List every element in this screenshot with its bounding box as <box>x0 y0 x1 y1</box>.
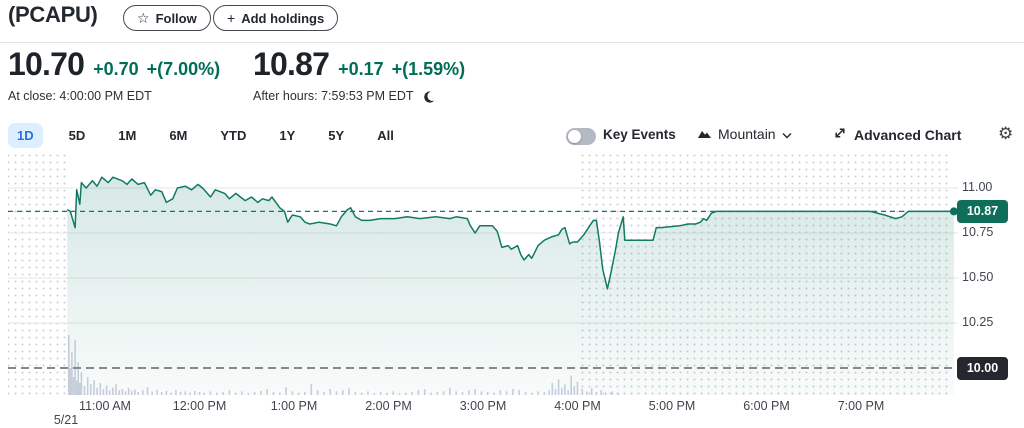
y-axis-tick: 10.50 <box>962 270 994 284</box>
range-tab-1d[interactable]: 1D <box>8 123 43 148</box>
range-tab-5d[interactable]: 5D <box>68 128 86 143</box>
x-axis-tick: 11:00 AM <box>79 399 131 413</box>
after-hours-change-pct: +(1.59%) <box>391 59 466 79</box>
x-axis-tick: 5:00 PM <box>648 399 696 413</box>
star-icon: ☆ <box>137 10 150 26</box>
x-axis-date-label: 5/21 <box>53 413 79 427</box>
expand-arrows-icon <box>833 126 847 143</box>
toggle-knob <box>568 130 581 143</box>
key-events-toggle[interactable] <box>566 128 596 145</box>
close-change-pct: +(7.00%) <box>146 59 221 79</box>
volume-bars <box>68 335 620 395</box>
y-axis-tick: 10.25 <box>962 315 994 329</box>
add-holdings-label: Add holdings <box>241 10 325 26</box>
range-tab-all[interactable]: All <box>377 128 394 143</box>
after-hours-quote: 10.87 +0.17 +(1.59%) <box>253 46 465 83</box>
chart-type-label: Mountain <box>718 126 776 142</box>
x-axis-tick: 6:00 PM <box>743 399 790 413</box>
ticker-symbol: (PCAPU) <box>8 2 98 27</box>
premarket-dotted-region <box>8 152 68 395</box>
x-axis-tick: 1:00 PM <box>270 399 318 413</box>
advanced-chart-button[interactable]: Advanced Chart <box>833 126 961 143</box>
y-axis-tick: 10.75 <box>962 225 994 239</box>
follow-button[interactable]: ☆ Follow <box>123 5 211 31</box>
price-end-dot <box>949 207 958 216</box>
after-hours-time-text: After hours: 7:59:53 PM EDT <box>253 89 414 103</box>
close-change: +0.70 <box>93 59 139 79</box>
after-hours-change: +0.17 <box>338 59 384 79</box>
price-area-fill <box>67 177 954 395</box>
close-quote: 10.70 +0.70 +(7.00%) <box>8 46 220 83</box>
range-tab-1m[interactable]: 1M <box>118 128 137 143</box>
add-holdings-button[interactable]: + Add holdings <box>213 5 339 31</box>
range-tab-5y[interactable]: 5Y <box>328 128 345 143</box>
previous-close-badge: 10.00 <box>957 356 1008 380</box>
after-hours-time: After hours: 7:59:53 PM EDT <box>253 89 435 103</box>
current-price-badge: 10.87 <box>957 199 1008 223</box>
x-axis-tick: 3:00 PM <box>459 399 507 413</box>
chart-type-dropdown[interactable]: Mountain <box>697 126 792 142</box>
close-price: 10.70 <box>8 46 85 82</box>
range-tab-1y[interactable]: 1Y <box>279 128 296 143</box>
header-divider <box>0 42 1024 43</box>
follow-label: Follow <box>155 10 197 26</box>
x-axis-tick: 12:00 PM <box>172 399 227 413</box>
price-line <box>66 176 954 290</box>
x-axis-tick: 4:00 PM <box>554 399 601 413</box>
mountain-icon <box>697 126 712 142</box>
range-tabs: 1D 5D 1M 6M YTD 1Y 5Y All <box>8 123 401 148</box>
close-time: At close: 4:00:00 PM EDT <box>8 89 152 103</box>
plus-icon: + <box>227 10 236 26</box>
gear-icon[interactable]: ⚙ <box>998 124 1014 144</box>
chevron-down-icon <box>782 126 792 142</box>
x-axis-tick: 2:00 PM <box>365 399 412 413</box>
range-tab-ytd[interactable]: YTD <box>220 128 247 143</box>
advanced-chart-label: Advanced Chart <box>854 126 962 143</box>
after-hours-price: 10.87 <box>253 46 330 82</box>
moon-icon <box>422 90 435 103</box>
y-axis-tick: 11.00 <box>962 180 993 194</box>
key-events-label: Key Events <box>603 127 676 142</box>
x-axis-tick: 7:00 PM <box>837 399 885 413</box>
range-tab-6m[interactable]: 6M <box>169 128 188 143</box>
